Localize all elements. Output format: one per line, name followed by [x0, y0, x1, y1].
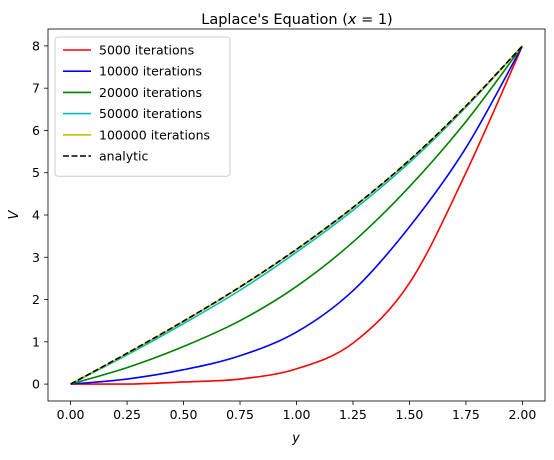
y-tick-label: 6 — [32, 123, 40, 138]
x-tick-label: 1.50 — [396, 407, 424, 422]
x-tick-label: 1.00 — [283, 407, 311, 422]
y-tick-label: 5 — [32, 165, 40, 180]
chart-title-variable: x — [347, 12, 357, 28]
plot-lines — [70, 45, 524, 385]
legend-label-1: 5000 iterations — [99, 43, 194, 58]
x-tick-label: 2.00 — [508, 407, 536, 422]
y-tick-label: 2 — [32, 292, 40, 307]
x-tick-label: 1.25 — [339, 407, 367, 422]
series-line-2 — [70, 45, 524, 385]
y-axis-ticks: 0 1 2 3 4 5 6 7 8 — [32, 38, 48, 392]
y-tick-label: 8 — [32, 38, 40, 53]
x-axis-label: y — [291, 431, 300, 446]
x-tick-label: 0.75 — [226, 407, 254, 422]
y-tick-label: 0 — [32, 377, 40, 392]
y-tick-label: 3 — [32, 250, 40, 265]
legend-box — [54, 36, 231, 177]
series-line-3 — [70, 45, 524, 385]
chart-title: Laplace's Equation (x = 1) — [201, 12, 392, 28]
x-tick-label: 0.00 — [57, 407, 85, 422]
x-axis-ticks: 0.00 0.25 0.50 0.75 1.00 1.25 1.50 1.75 2.00 — [57, 401, 536, 422]
legend: 5000 iterations 10000 iterations 20000 ite… — [54, 36, 231, 177]
chart-title-prefix: Laplace's Equation ( — [201, 12, 348, 28]
legend-label-2: 10000 iterations — [99, 64, 202, 79]
legend-label-4: 50000 iterations — [99, 106, 202, 121]
y-tick-label: 7 — [32, 81, 40, 96]
x-tick-label: 1.75 — [452, 407, 480, 422]
x-tick-label: 0.25 — [113, 407, 141, 422]
y-tick-label: 4 — [32, 208, 40, 223]
x-tick-label: 0.50 — [170, 407, 198, 422]
chart-title-suffix: = 1) — [356, 12, 392, 28]
legend-label-3: 20000 iterations — [99, 85, 202, 100]
series-line-6 — [70, 45, 523, 385]
legend-label-5: 100000 iterations — [99, 127, 210, 142]
series-line-1 — [70, 45, 524, 385]
legend-label-6: analytic — [99, 149, 148, 164]
y-tick-label: 1 — [32, 334, 40, 349]
y-axis-label: V — [7, 209, 22, 219]
